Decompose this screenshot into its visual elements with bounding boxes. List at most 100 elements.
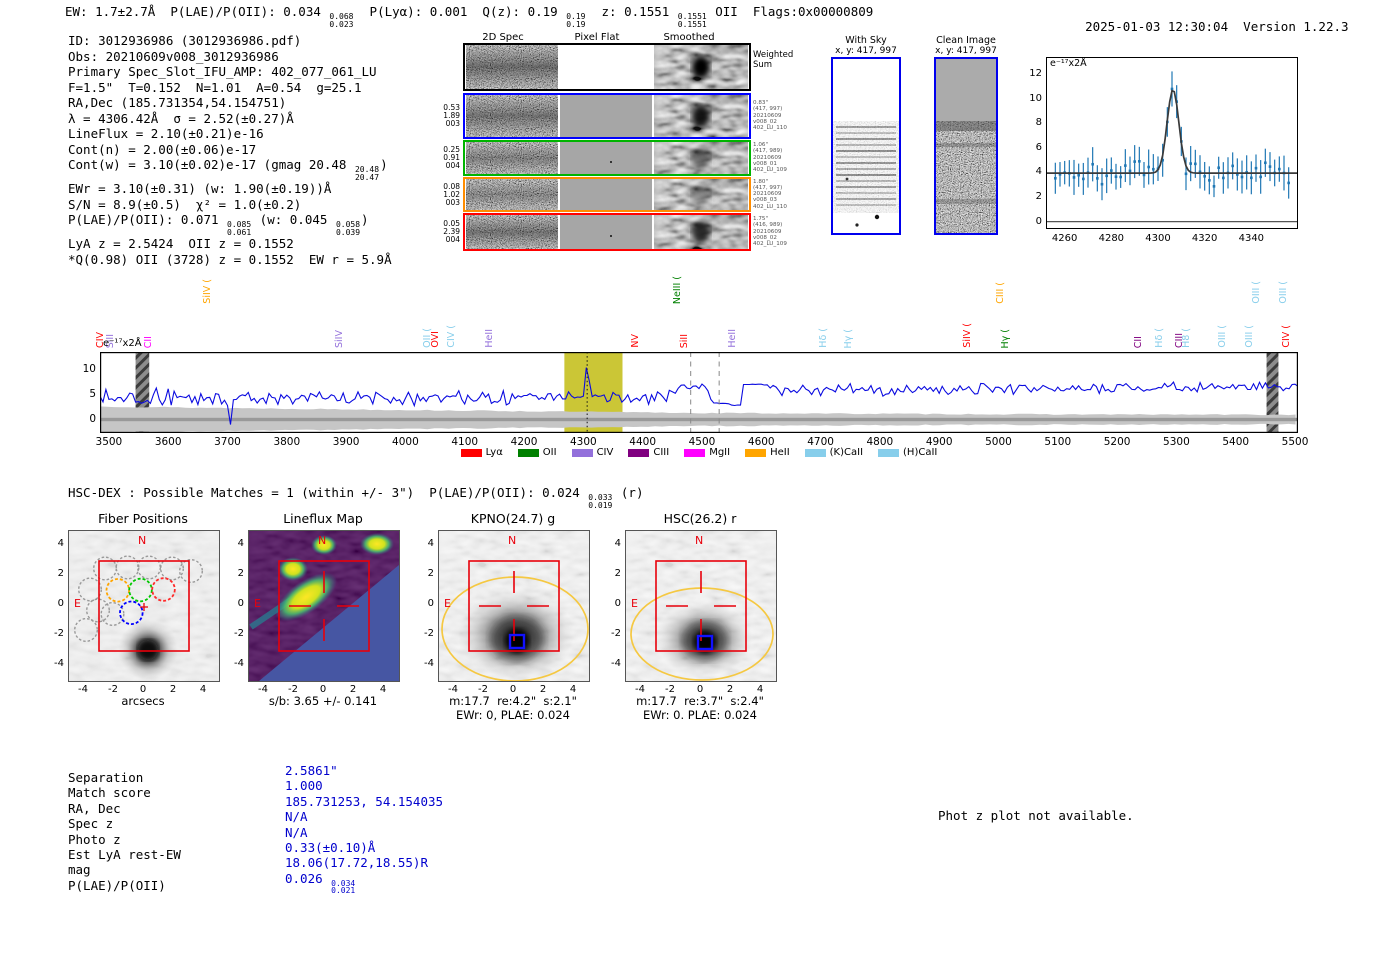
cutout-y-tick: 4 <box>57 538 64 549</box>
legend-item: (K)CaII <box>804 447 863 458</box>
spectrum-x-tick: 4900 <box>925 436 953 448</box>
inset-y-tick: 4 <box>1035 166 1042 178</box>
pixel-flat-image <box>560 95 652 141</box>
cutout-x-tick: -2 <box>665 684 675 695</box>
clean-image-title: Clean Image <box>936 35 996 46</box>
compass-east: E <box>444 597 451 610</box>
clean-image <box>934 57 998 235</box>
crosshair <box>666 571 736 641</box>
emission-line-label: HeII <box>483 329 495 348</box>
spectrum-x-tick: 4700 <box>807 436 834 448</box>
aperture-ellipse <box>630 587 774 681</box>
legend-swatch <box>517 448 539 457</box>
legend-label: OII <box>542 447 557 458</box>
cutout-y-tick: 4 <box>237 538 244 549</box>
report-version: Version 1.22.3 <box>1243 19 1349 34</box>
inset-y-tick: 10 <box>1029 92 1042 104</box>
info-line: *Q(0.98) OII (3728) z = 0.1552 EW r = 5.… <box>68 251 392 267</box>
extraction-box <box>468 560 560 652</box>
legend-label: (H)CaII <box>903 447 938 458</box>
cutout-x-tick: -4 <box>448 684 458 695</box>
spec2d-row <box>463 43 751 91</box>
match-row-label: Separation <box>68 770 144 785</box>
compass-east: E <box>74 597 81 610</box>
cutout-title: HSC(26.2) r <box>663 511 737 526</box>
cutout-x-tick: -2 <box>478 684 488 695</box>
info-line: F=1.5" T=0.152 N=1.01 A=0.54 g=25.1 <box>68 79 362 95</box>
legend-item: HeII <box>745 447 790 458</box>
cutout-y-tick: 0 <box>237 598 244 609</box>
kpno-g-panel <box>438 530 590 682</box>
smoothed-image <box>654 215 748 253</box>
info-line: Obs: 20210609v008_3012936986 <box>68 48 279 64</box>
legend-swatch <box>628 448 650 457</box>
legend-label: CIV <box>596 447 614 458</box>
emission-line-label: CII <box>142 335 154 348</box>
match-row-value: N/A <box>285 824 308 840</box>
spectrum-x-tick: 3800 <box>273 436 301 448</box>
cutout-caption2: EWr: 0, PLAE: 0.024 <box>456 708 570 722</box>
spectrum-x-tick: 5100 <box>1044 436 1072 448</box>
cutout-y-tick: -2 <box>424 628 434 639</box>
spectrum-x-tick: 4000 <box>392 436 419 448</box>
emission-line-label: Hγ ( <box>999 328 1011 349</box>
inset-x-tick: 4280 <box>1098 233 1125 244</box>
legend-swatch <box>460 448 482 457</box>
crosshair <box>289 571 359 641</box>
match-row-value: 0.33(±0.10)Å <box>285 840 376 856</box>
hsc-r-panel <box>625 530 777 682</box>
emission-line-label: OIII ( <box>1251 281 1263 304</box>
cutout-caption: m:17.7 re:4.2" s:2.1" <box>449 694 577 708</box>
info-line: ID: 3012936986 (3012936986.pdf) <box>68 33 302 48</box>
report-datetime: 2025-01-03 12:30:04 <box>1085 19 1229 34</box>
match-row-label: P(LAE)/P(OII) <box>68 877 166 893</box>
compass-north: N <box>318 534 327 547</box>
spectrum-legend: Lyα OII CIV CIII MgII HeII (K)CaII (H)CaII <box>100 447 1298 458</box>
legend-label: CIII <box>653 447 670 458</box>
spectrum-x-tick: 4100 <box>451 436 479 448</box>
legend-swatch <box>745 448 767 457</box>
cutout-x-tick: -2 <box>288 684 298 695</box>
info-line: LineFlux = 2.10(±0.21)e-16 <box>68 126 264 141</box>
legend-swatch <box>878 448 900 457</box>
spec2d-image <box>466 142 558 178</box>
legend-swatch <box>571 448 593 457</box>
emission-line-label: CIV ( <box>445 325 457 348</box>
info-line: Cont(w) = 3.10(±0.02)e-17 (gmag 20.48 20… <box>68 157 388 182</box>
spec2d-image <box>466 179 558 214</box>
emission-line-label: Hδ ( <box>1153 328 1165 348</box>
legend-item: (H)CaII <box>878 447 937 458</box>
spectrum-x-tick: 4300 <box>569 436 597 448</box>
match-table-labels: Separation Match score RA, Dec Spec z Photo … <box>68 770 181 893</box>
cutout-y-tick: -4 <box>611 658 621 669</box>
cutout-title: KPNO(24.7) g <box>470 511 556 526</box>
spectrum-x-tick: 3700 <box>214 436 241 448</box>
spec2d-col-title-3: Smoothed <box>663 32 715 43</box>
match-row-label: Photo z <box>68 831 121 847</box>
spectrum-y-tick: 10 <box>82 362 96 375</box>
match-table-values: 2.5861" 1.000 185.731253, 54.154035 N/A N/A 0… <box>285 763 443 895</box>
cutout-y-tick: -4 <box>424 658 434 669</box>
emission-line-label: CIII ( <box>994 282 1006 304</box>
spectrum-x-tick: 4600 <box>747 436 775 448</box>
with-sky-title: With Sky <box>845 35 887 46</box>
spectrum-x-tick: 3500 <box>95 436 123 448</box>
emission-line-label: CII <box>1132 335 1144 348</box>
cutout-y-tick: 2 <box>614 568 621 579</box>
cutout-y-tick: -4 <box>234 658 244 669</box>
inset-units-label: e⁻¹⁷x2Å <box>1048 58 1089 69</box>
legend-label: Lyα <box>485 447 503 458</box>
cutout-x-tick: 2 <box>169 684 177 695</box>
legend-item: CIV <box>571 447 614 458</box>
compass-east: E <box>254 597 261 610</box>
center-cross <box>140 603 148 611</box>
spectrum-x-tick: 4500 <box>688 436 716 448</box>
spectrum-y-tick: 5 <box>89 387 96 400</box>
with-sky-noise <box>833 59 899 233</box>
lineflux-map-image <box>249 531 399 681</box>
masked-region <box>259 565 399 681</box>
smoothed-image <box>654 142 748 178</box>
cutout-title: Lineflux Map <box>283 511 363 526</box>
spectrum-x-tick: 5300 <box>1163 436 1190 448</box>
